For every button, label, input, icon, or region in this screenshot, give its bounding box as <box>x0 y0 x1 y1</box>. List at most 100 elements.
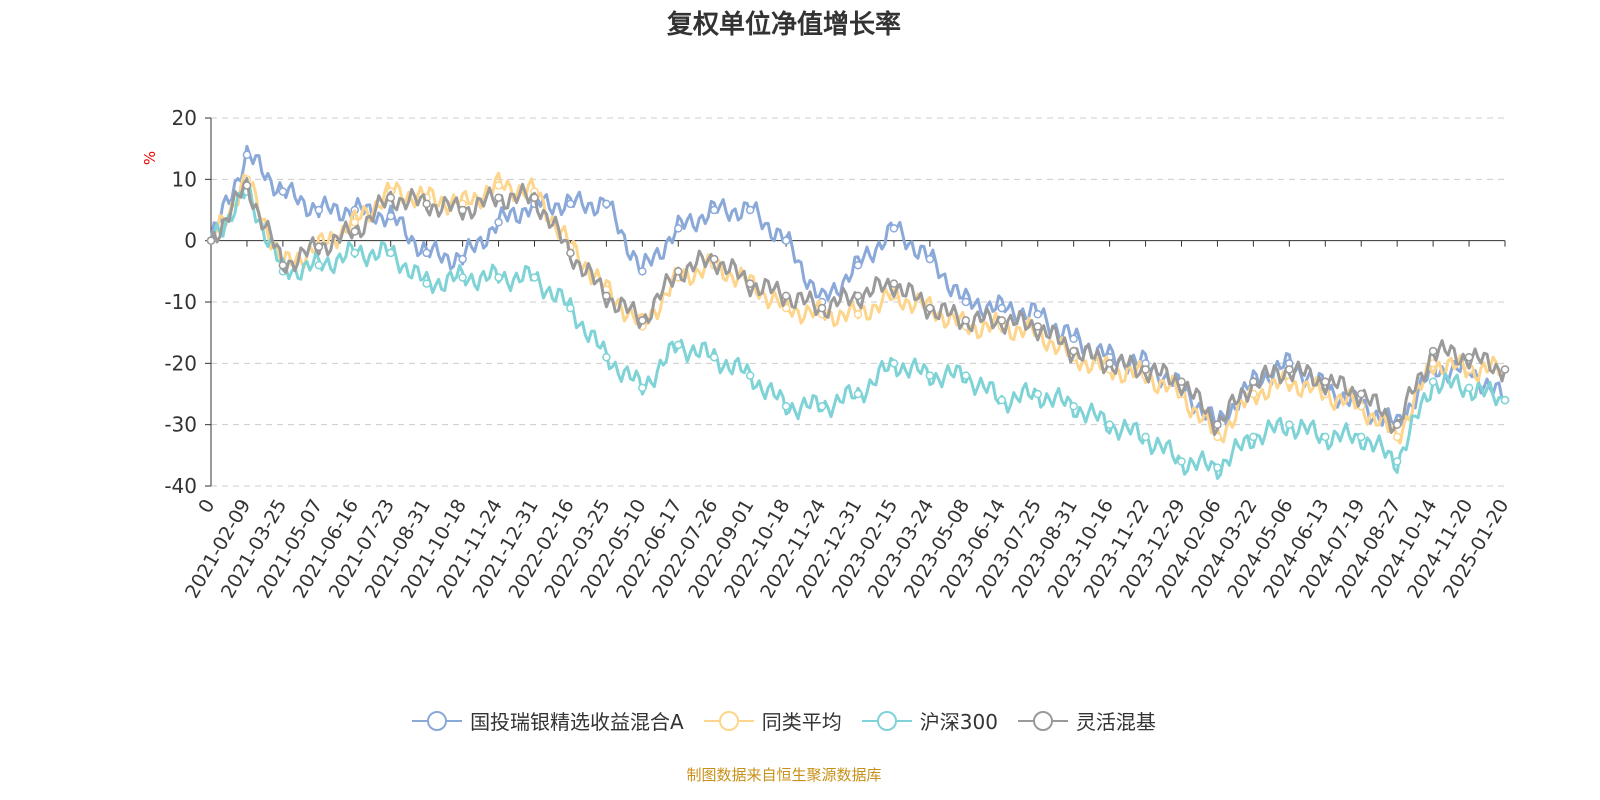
data-point <box>961 297 971 307</box>
data-point <box>1213 420 1222 429</box>
legend-item[interactable]: 国投瑞银精选收益混合A <box>412 706 684 735</box>
data-point <box>1141 432 1150 442</box>
data-point <box>494 273 503 282</box>
data-point <box>314 205 324 215</box>
data-point <box>602 291 611 301</box>
data-point <box>745 279 755 288</box>
data-point <box>1285 420 1294 429</box>
data-point <box>997 303 1007 313</box>
data-point <box>638 316 647 325</box>
data-point <box>1392 457 1402 466</box>
legend: 国投瑞银精选收益混合A 同类平均 沪深300 灵活混基 <box>0 706 1568 735</box>
data-point <box>602 199 611 209</box>
data-point <box>206 236 216 245</box>
data-point <box>422 199 431 209</box>
data-point <box>386 193 395 202</box>
data-point <box>458 254 467 264</box>
data-point <box>1213 463 1222 472</box>
data-point <box>1356 389 1366 399</box>
data-point <box>458 205 467 215</box>
data-point <box>242 181 252 190</box>
data-point <box>494 193 503 202</box>
legend-label: 灵活混基 <box>1075 710 1156 734</box>
data-point <box>566 248 575 258</box>
y-tick-label: -40 <box>164 474 197 498</box>
data-point <box>422 248 431 258</box>
data-point <box>1500 395 1510 405</box>
data-point <box>1177 457 1186 466</box>
data-point <box>961 316 971 325</box>
data-point <box>709 205 719 215</box>
chart-title: 复权单位净值增长率 <box>666 10 901 40</box>
data-point <box>494 218 503 227</box>
data-point <box>674 224 683 233</box>
y-tick-label: 20 <box>172 106 197 130</box>
series-line <box>209 171 1506 445</box>
data-point <box>925 303 935 313</box>
legend-item[interactable]: 灵活混基 <box>1017 706 1156 735</box>
series-1 <box>206 171 1510 445</box>
data-point <box>242 150 252 160</box>
line-chart: 20100-10-20-30-40%02021-02-092021-03-252… <box>141 106 1513 602</box>
data-point <box>566 199 575 209</box>
data-point <box>1321 377 1330 386</box>
legend-line-circle-icon <box>861 710 912 731</box>
data-point <box>1141 365 1150 374</box>
data-point <box>422 279 431 288</box>
data-point <box>1033 310 1042 319</box>
data-point <box>530 273 539 282</box>
data-point <box>314 242 324 252</box>
data-point <box>1069 346 1078 356</box>
data-point <box>889 359 899 368</box>
legend-item[interactable]: 同类平均 <box>703 706 842 735</box>
data-point <box>638 267 647 276</box>
y-tick-label: -10 <box>164 290 197 314</box>
data-point <box>853 260 863 270</box>
source-footer: 制图数据来自恒生聚源数据库 <box>686 766 882 784</box>
data-point <box>853 310 863 319</box>
data-point <box>1069 402 1078 411</box>
y-axis-label: % <box>141 151 159 165</box>
data-point <box>1464 352 1474 362</box>
data-point <box>781 291 791 301</box>
data-point <box>889 279 899 288</box>
data-point <box>853 389 863 399</box>
data-point <box>566 303 575 313</box>
series-line <box>209 144 1506 427</box>
data-point <box>853 291 863 301</box>
data-point <box>674 340 683 350</box>
data-point <box>925 371 935 380</box>
data-point <box>1428 377 1438 386</box>
legend-item[interactable]: 沪深300 <box>861 706 998 735</box>
data-point <box>350 227 360 236</box>
legend-line-circle-icon <box>703 710 754 731</box>
data-point <box>1321 432 1330 442</box>
y-tick-label: -30 <box>164 413 197 437</box>
data-point <box>745 205 755 215</box>
data-point <box>350 218 360 227</box>
data-point <box>530 193 539 202</box>
series-2 <box>206 185 1510 480</box>
data-point <box>817 303 827 313</box>
legend-label: 同类平均 <box>761 710 842 734</box>
data-point <box>1392 432 1402 442</box>
data-point <box>1285 365 1294 374</box>
y-tick-label: 0 <box>184 229 197 253</box>
data-point <box>1464 383 1474 393</box>
data-point <box>350 248 360 258</box>
legend-line-circle-icon <box>1017 710 1068 731</box>
data-point <box>997 316 1007 325</box>
data-point <box>602 352 611 362</box>
data-point <box>494 181 503 190</box>
data-point <box>278 187 288 196</box>
data-point <box>889 224 899 233</box>
data-point <box>925 254 935 264</box>
data-point <box>745 371 755 380</box>
data-point <box>1069 334 1078 344</box>
data-point <box>709 254 719 264</box>
data-point <box>386 211 395 221</box>
data-point <box>709 352 719 362</box>
data-point <box>1249 377 1258 386</box>
data-point <box>781 236 791 245</box>
data-point <box>997 395 1007 405</box>
